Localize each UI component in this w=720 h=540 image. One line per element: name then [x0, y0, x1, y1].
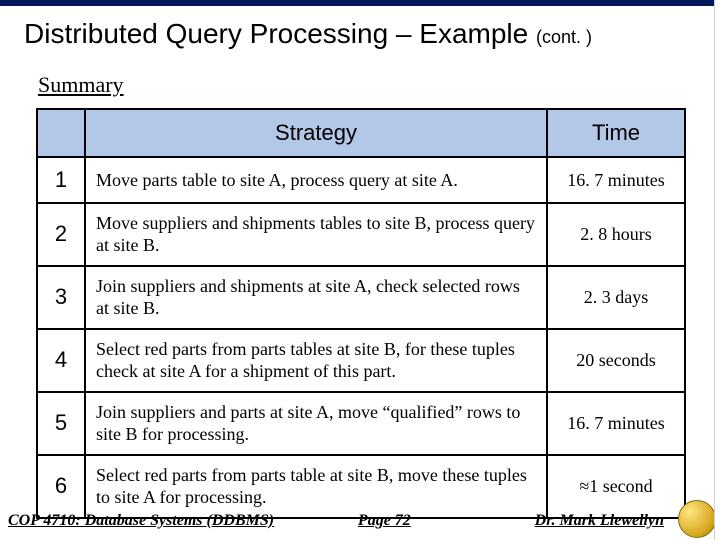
- table-row: 4 Select red parts from parts tables at …: [37, 329, 685, 392]
- table-row: 3 Join suppliers and shipments at site A…: [37, 266, 685, 329]
- col-header-time: Time: [547, 109, 685, 157]
- row-time: 16. 7 minutes: [547, 157, 685, 203]
- row-num: 4: [37, 329, 85, 392]
- col-header-num: [37, 109, 85, 157]
- footer-author: Dr. Mark Llewellyn: [535, 512, 664, 530]
- title-main: Distributed Query Processing – Example: [24, 18, 536, 49]
- row-strategy: Join suppliers and shipments at site A, …: [85, 266, 547, 329]
- strategy-table: Strategy Time 1 Move parts table to site…: [36, 108, 686, 519]
- slide-title: Distributed Query Processing – Example (…: [24, 18, 592, 50]
- slide-footer: COP 4710: Database Systems (DDBMS) Page …: [8, 506, 712, 536]
- row-time: 16. 7 minutes: [547, 392, 685, 455]
- summary-subtitle: Summary: [38, 72, 124, 98]
- table-header-row: Strategy Time: [37, 109, 685, 157]
- row-strategy: Move parts table to site A, process quer…: [85, 157, 547, 203]
- table-row: 1 Move parts table to site A, process qu…: [37, 157, 685, 203]
- table-body: 1 Move parts table to site A, process qu…: [37, 157, 685, 518]
- row-num: 3: [37, 266, 85, 329]
- ucf-logo-icon: [678, 500, 716, 538]
- col-header-strategy: Strategy: [85, 109, 547, 157]
- row-time: 2. 3 days: [547, 266, 685, 329]
- row-strategy: Select red parts from parts tables at si…: [85, 329, 547, 392]
- table-row: 5 Join suppliers and parts at site A, mo…: [37, 392, 685, 455]
- row-strategy: Join suppliers and parts at site A, move…: [85, 392, 547, 455]
- strategy-table-container: Strategy Time 1 Move parts table to site…: [36, 108, 686, 519]
- top-accent-bar: [0, 0, 720, 6]
- row-num: 5: [37, 392, 85, 455]
- right-edge-strip: [714, 0, 720, 540]
- footer-page: Page 72: [234, 512, 535, 530]
- row-num: 1: [37, 157, 85, 203]
- table-row: 2 Move suppliers and shipments tables to…: [37, 203, 685, 266]
- row-time: 20 seconds: [547, 329, 685, 392]
- title-cont: (cont. ): [536, 27, 592, 47]
- row-time: 2. 8 hours: [547, 203, 685, 266]
- row-strategy: Move suppliers and shipments tables to s…: [85, 203, 547, 266]
- row-num: 2: [37, 203, 85, 266]
